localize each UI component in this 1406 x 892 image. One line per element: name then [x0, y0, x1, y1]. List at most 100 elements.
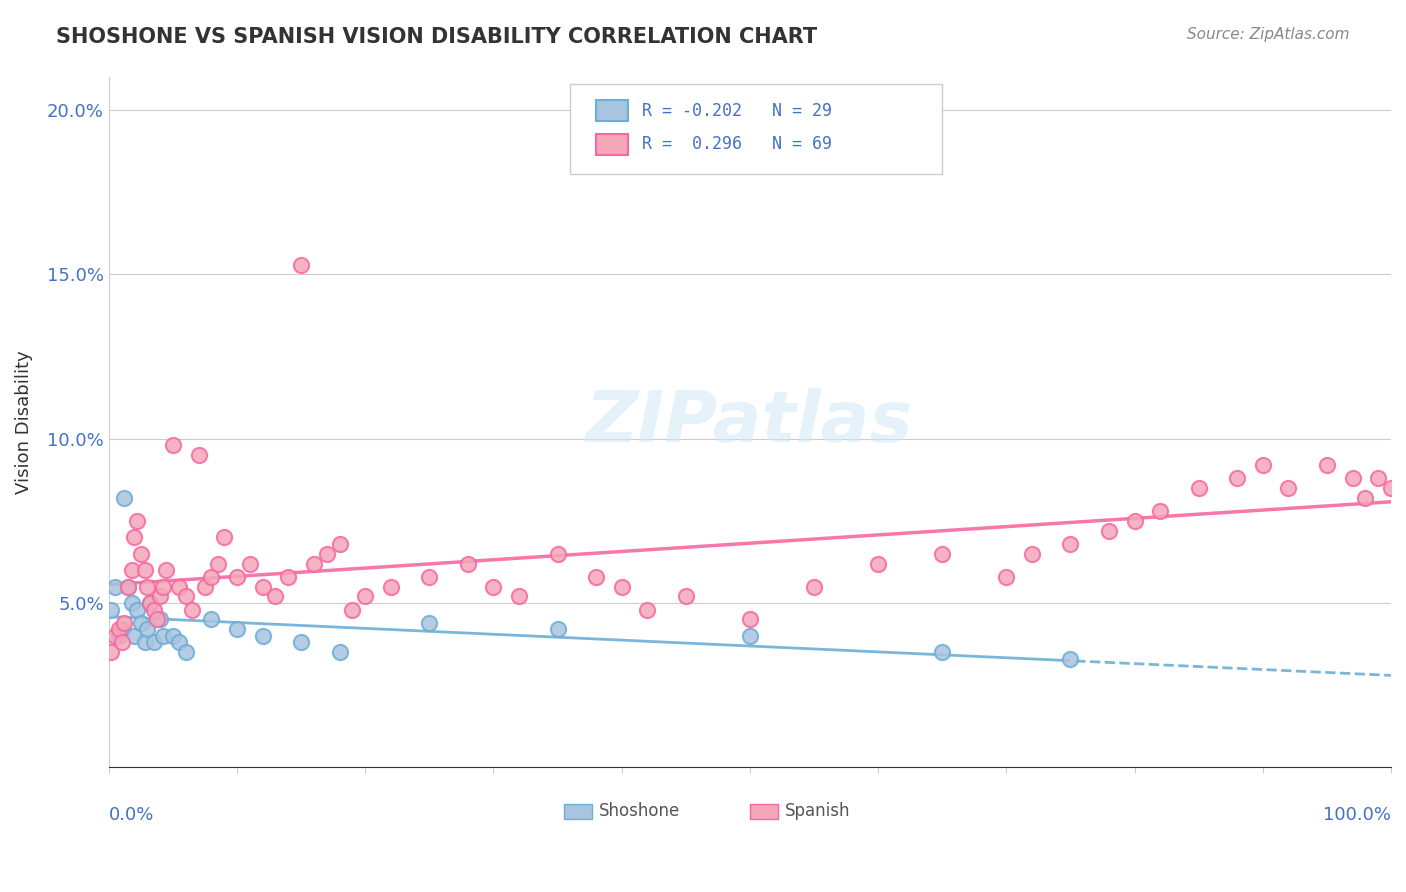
- Point: [200, 612, 222, 626]
- Point: [117, 580, 139, 594]
- Point: [110, 622, 132, 636]
- Bar: [596, 100, 628, 121]
- Point: [169, 635, 191, 649]
- Point: [174, 645, 197, 659]
- Point: [1059, 652, 1081, 666]
- Point: [187, 448, 209, 462]
- Point: [290, 258, 312, 272]
- Text: SHOSHONE VS SPANISH VISION DISABILITY CORRELATION CHART: SHOSHONE VS SPANISH VISION DISABILITY CO…: [56, 27, 817, 46]
- Point: [1226, 471, 1249, 485]
- Point: [610, 580, 633, 594]
- Point: [547, 547, 569, 561]
- Point: [226, 569, 249, 583]
- Point: [315, 547, 337, 561]
- Point: [139, 596, 162, 610]
- Point: [152, 629, 174, 643]
- Point: [207, 557, 229, 571]
- FancyBboxPatch shape: [571, 85, 942, 174]
- Point: [194, 580, 217, 594]
- Point: [1098, 524, 1121, 538]
- Point: [738, 612, 761, 626]
- Point: [342, 602, 364, 616]
- Point: [129, 615, 152, 630]
- Point: [134, 635, 156, 649]
- Point: [155, 563, 177, 577]
- Point: [134, 563, 156, 577]
- Point: [152, 580, 174, 594]
- Point: [1367, 471, 1389, 485]
- Point: [162, 438, 184, 452]
- Point: [104, 580, 127, 594]
- Text: ZIPatlas: ZIPatlas: [586, 388, 914, 457]
- Point: [1316, 458, 1339, 472]
- Point: [226, 622, 249, 636]
- Point: [125, 602, 148, 616]
- Point: [585, 569, 607, 583]
- Point: [139, 596, 162, 610]
- Point: [136, 622, 159, 636]
- Point: [110, 635, 132, 649]
- Bar: [749, 804, 778, 819]
- Point: [1021, 547, 1043, 561]
- Point: [636, 602, 658, 616]
- Point: [931, 547, 953, 561]
- Point: [457, 557, 479, 571]
- Point: [354, 590, 377, 604]
- Point: [117, 580, 139, 594]
- Point: [418, 615, 440, 630]
- Bar: [596, 134, 628, 154]
- Point: [112, 491, 135, 505]
- Point: [142, 602, 165, 616]
- Point: [1123, 514, 1146, 528]
- Point: [1277, 481, 1299, 495]
- Point: [149, 590, 172, 604]
- Point: [121, 563, 143, 577]
- Text: R =  0.296   N = 69: R = 0.296 N = 69: [643, 136, 832, 153]
- Text: 0.0%: 0.0%: [108, 805, 155, 823]
- Point: [212, 530, 235, 544]
- Point: [482, 580, 505, 594]
- Point: [121, 596, 143, 610]
- Point: [380, 580, 402, 594]
- Point: [1379, 481, 1402, 495]
- Point: [1059, 537, 1081, 551]
- Point: [239, 557, 262, 571]
- Point: [302, 557, 325, 571]
- Point: [169, 580, 191, 594]
- Point: [100, 645, 122, 659]
- Point: [803, 580, 825, 594]
- Point: [1251, 458, 1274, 472]
- Point: [162, 629, 184, 643]
- Point: [1188, 481, 1211, 495]
- Point: [125, 514, 148, 528]
- Bar: [564, 804, 592, 819]
- Y-axis label: Vision Disability: Vision Disability: [15, 351, 32, 494]
- Point: [108, 629, 131, 643]
- Point: [124, 530, 146, 544]
- Text: R = -0.202   N = 29: R = -0.202 N = 29: [643, 102, 832, 120]
- Point: [146, 612, 169, 626]
- Point: [200, 569, 222, 583]
- Point: [112, 615, 135, 630]
- Text: Spanish: Spanish: [785, 802, 851, 821]
- Point: [738, 629, 761, 643]
- Point: [104, 629, 127, 643]
- Point: [136, 580, 159, 594]
- Point: [1149, 504, 1171, 518]
- Point: [329, 537, 352, 551]
- Point: [149, 612, 172, 626]
- Point: [129, 547, 152, 561]
- Point: [174, 590, 197, 604]
- Point: [868, 557, 890, 571]
- Point: [290, 635, 312, 649]
- Point: [124, 629, 146, 643]
- Point: [1354, 491, 1376, 505]
- Text: 100.0%: 100.0%: [1323, 805, 1391, 823]
- Point: [508, 590, 530, 604]
- Point: [108, 622, 131, 636]
- Point: [418, 569, 440, 583]
- Point: [264, 590, 287, 604]
- Point: [277, 569, 299, 583]
- Point: [675, 590, 697, 604]
- Point: [329, 645, 352, 659]
